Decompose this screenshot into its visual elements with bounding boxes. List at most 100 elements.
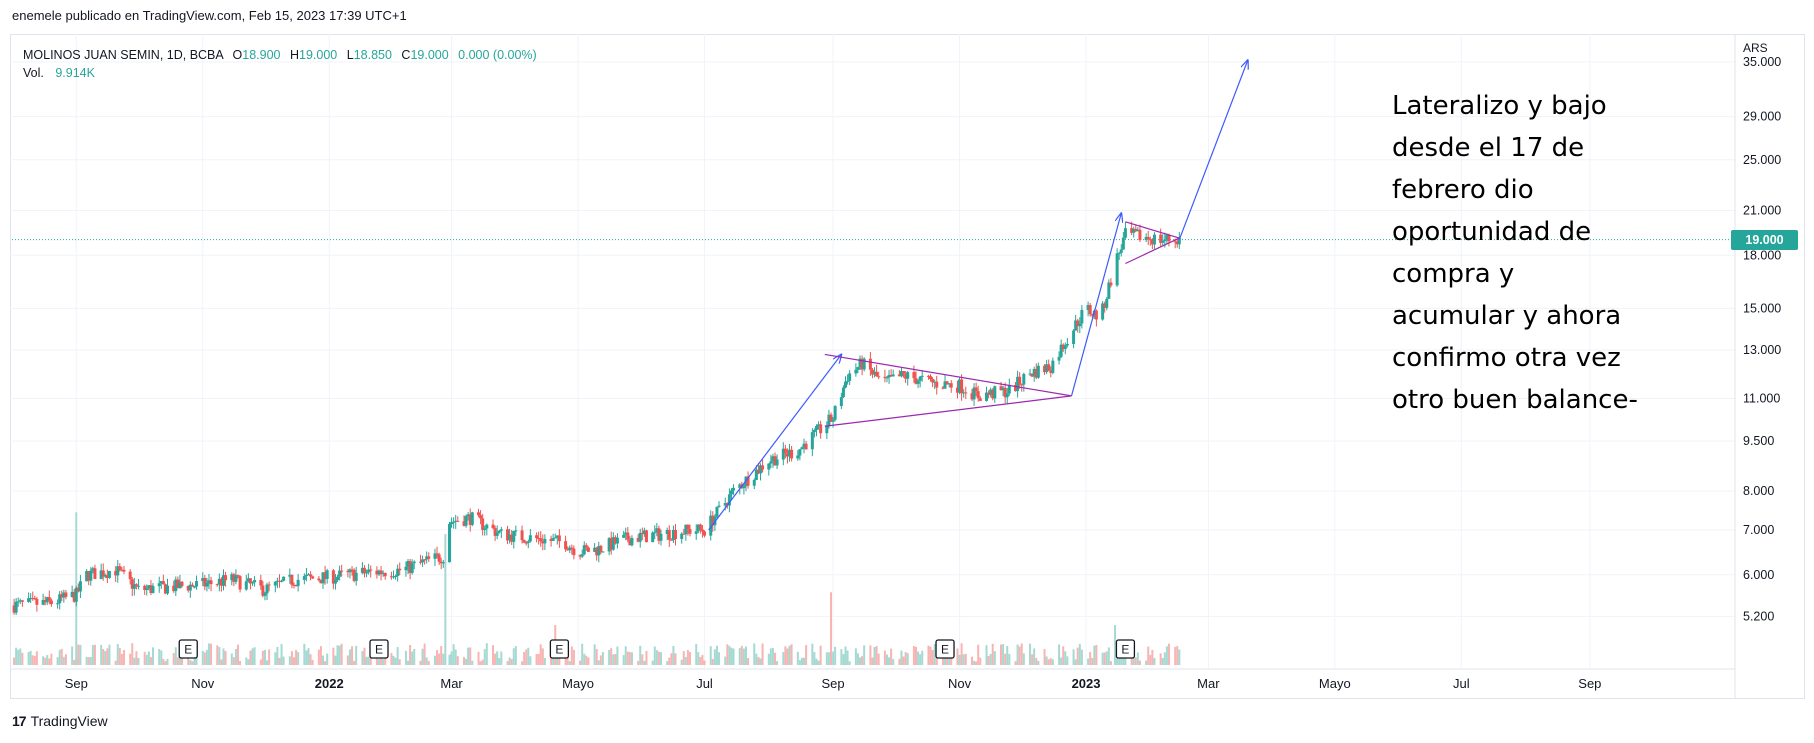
- candle-body: [157, 583, 161, 587]
- triangle-line[interactable]: [824, 353, 1072, 397]
- candle-body: [352, 569, 356, 581]
- volume-bar: [1022, 653, 1025, 665]
- candle-body: [354, 572, 358, 581]
- candle-body: [586, 547, 590, 552]
- candle-body: [746, 476, 750, 486]
- triangle-line[interactable]: [1125, 237, 1180, 265]
- volume-bar: [496, 651, 499, 665]
- volume-bar: [915, 646, 918, 665]
- trend-arrow[interactable]: [1178, 60, 1247, 240]
- volume-bar: [1176, 646, 1179, 665]
- volume-bar: [684, 656, 687, 665]
- candle-body: [1115, 253, 1119, 286]
- candle-body: [912, 372, 916, 379]
- volume-bar: [413, 648, 416, 665]
- candle-body: [752, 479, 756, 486]
- candle-body: [1063, 345, 1067, 350]
- volume-bar: [162, 658, 165, 665]
- candle-body: [522, 540, 526, 543]
- candle-body: [149, 585, 153, 593]
- candle-body: [508, 534, 512, 541]
- volume-bar: [917, 651, 920, 665]
- candle-body: [682, 533, 686, 535]
- volume-bar: [108, 644, 111, 665]
- candle-body: [891, 374, 895, 377]
- volume-bar: [1101, 652, 1104, 665]
- candle-body: [914, 378, 918, 384]
- volume-bar: [626, 651, 629, 665]
- volume-bar: [742, 648, 745, 665]
- earnings-marker[interactable]: E: [549, 639, 570, 659]
- candle-body: [495, 532, 499, 536]
- legend-high-label: H: [289, 48, 300, 62]
- volume-bar: [1047, 659, 1050, 665]
- volume-bar: [757, 657, 760, 665]
- candle-body: [541, 541, 545, 544]
- volume-bar: [346, 655, 349, 665]
- candle-body: [630, 538, 634, 546]
- volume-bar: [102, 649, 105, 665]
- candle-body: [868, 358, 872, 370]
- volume-bar: [249, 650, 252, 665]
- earnings-marker[interactable]: E: [935, 639, 955, 659]
- candle-body: [688, 529, 692, 534]
- candle-body: [1036, 365, 1040, 378]
- x-tick-label: Sep: [65, 676, 88, 691]
- price-axis-currency: ARS: [1743, 41, 1768, 55]
- candle-body: [64, 592, 68, 597]
- volume-bar: [539, 644, 542, 665]
- volume-bar: [149, 657, 152, 665]
- volume-bar: [77, 644, 80, 665]
- candle-body: [491, 524, 495, 529]
- volume-bar: [686, 650, 689, 665]
- volume-bar: [1165, 646, 1168, 665]
- candle-body: [611, 537, 615, 550]
- volume-bar: [1076, 647, 1079, 665]
- candle-body: [553, 537, 557, 539]
- legend-ohlc-row: MOLINOS JUAN SEMIN, 1D, BCBA O18.900 H19…: [23, 46, 537, 64]
- candle-body: [31, 598, 35, 600]
- candle-body: [273, 581, 277, 586]
- triangle-line[interactable]: [824, 395, 1072, 427]
- volume-bar: [319, 646, 322, 665]
- volume-bar: [483, 649, 486, 665]
- candle-body: [49, 600, 53, 605]
- candle-body: [999, 386, 1003, 391]
- volume-bar: [672, 645, 675, 665]
- candle-body: [1090, 314, 1094, 316]
- candle-body: [452, 521, 456, 523]
- legend-change: 0.000 (0.00%): [458, 48, 537, 62]
- candle-body: [607, 538, 611, 552]
- volume-bar: [788, 645, 791, 665]
- candle-body: [564, 541, 568, 550]
- trend-arrow[interactable]: [1070, 213, 1122, 397]
- candle-body: [860, 358, 864, 370]
- chart-frame[interactable]: [10, 34, 1805, 699]
- tradingview-logo[interactable]: 17 TradingView: [12, 713, 108, 729]
- triangle-line[interactable]: [1125, 221, 1180, 239]
- candle-body: [288, 574, 292, 577]
- volume-bar: [1074, 659, 1077, 665]
- candle-body: [176, 579, 180, 588]
- volume-bar: [859, 657, 862, 665]
- trend-arrow[interactable]: [708, 354, 842, 531]
- candle-body: [306, 574, 310, 576]
- candle-body: [425, 556, 429, 560]
- volume-bar: [317, 649, 320, 665]
- candle-body: [1134, 228, 1138, 232]
- text-annotation[interactable]: Lateralizo y bajo desde el 17 de febrero d…: [1392, 85, 1692, 421]
- earnings-marker[interactable]: E: [369, 639, 389, 659]
- candle-body: [14, 601, 18, 613]
- volume-bar: [1153, 658, 1156, 665]
- candle-body: [219, 578, 223, 586]
- candle-body: [1088, 305, 1092, 315]
- earnings-marker[interactable]: E: [178, 639, 198, 659]
- earnings-marker[interactable]: E: [1115, 639, 1136, 659]
- volume-bar: [726, 644, 729, 665]
- volume-bar: [324, 661, 327, 665]
- candle-body: [166, 585, 170, 594]
- volume-bar: [643, 660, 646, 665]
- legend-open-label: O: [232, 48, 243, 62]
- candle-body: [854, 369, 858, 374]
